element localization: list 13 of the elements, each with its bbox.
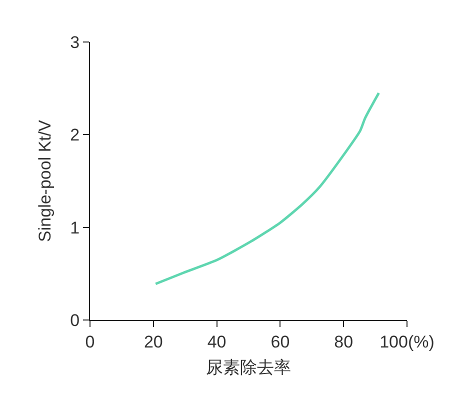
x-tick-label: 20	[144, 332, 163, 352]
line-series	[154, 92, 380, 286]
x-tick-label: 100(%)	[380, 332, 434, 352]
x-tick-label: 80	[334, 332, 354, 352]
x-axis-title: 尿素除去率	[206, 358, 291, 377]
y-tick-label: 3	[70, 32, 80, 52]
x-tick-label: 60	[270, 332, 290, 352]
x-tick-label: 0	[85, 332, 95, 352]
y-tick-label: 1	[70, 218, 80, 238]
y-axis-title: Single-pool Kt/V	[36, 119, 55, 242]
y-tick-label: 0	[70, 310, 80, 330]
x-tick-label: 40	[207, 332, 226, 352]
y-tick-label: 2	[70, 126, 80, 145]
